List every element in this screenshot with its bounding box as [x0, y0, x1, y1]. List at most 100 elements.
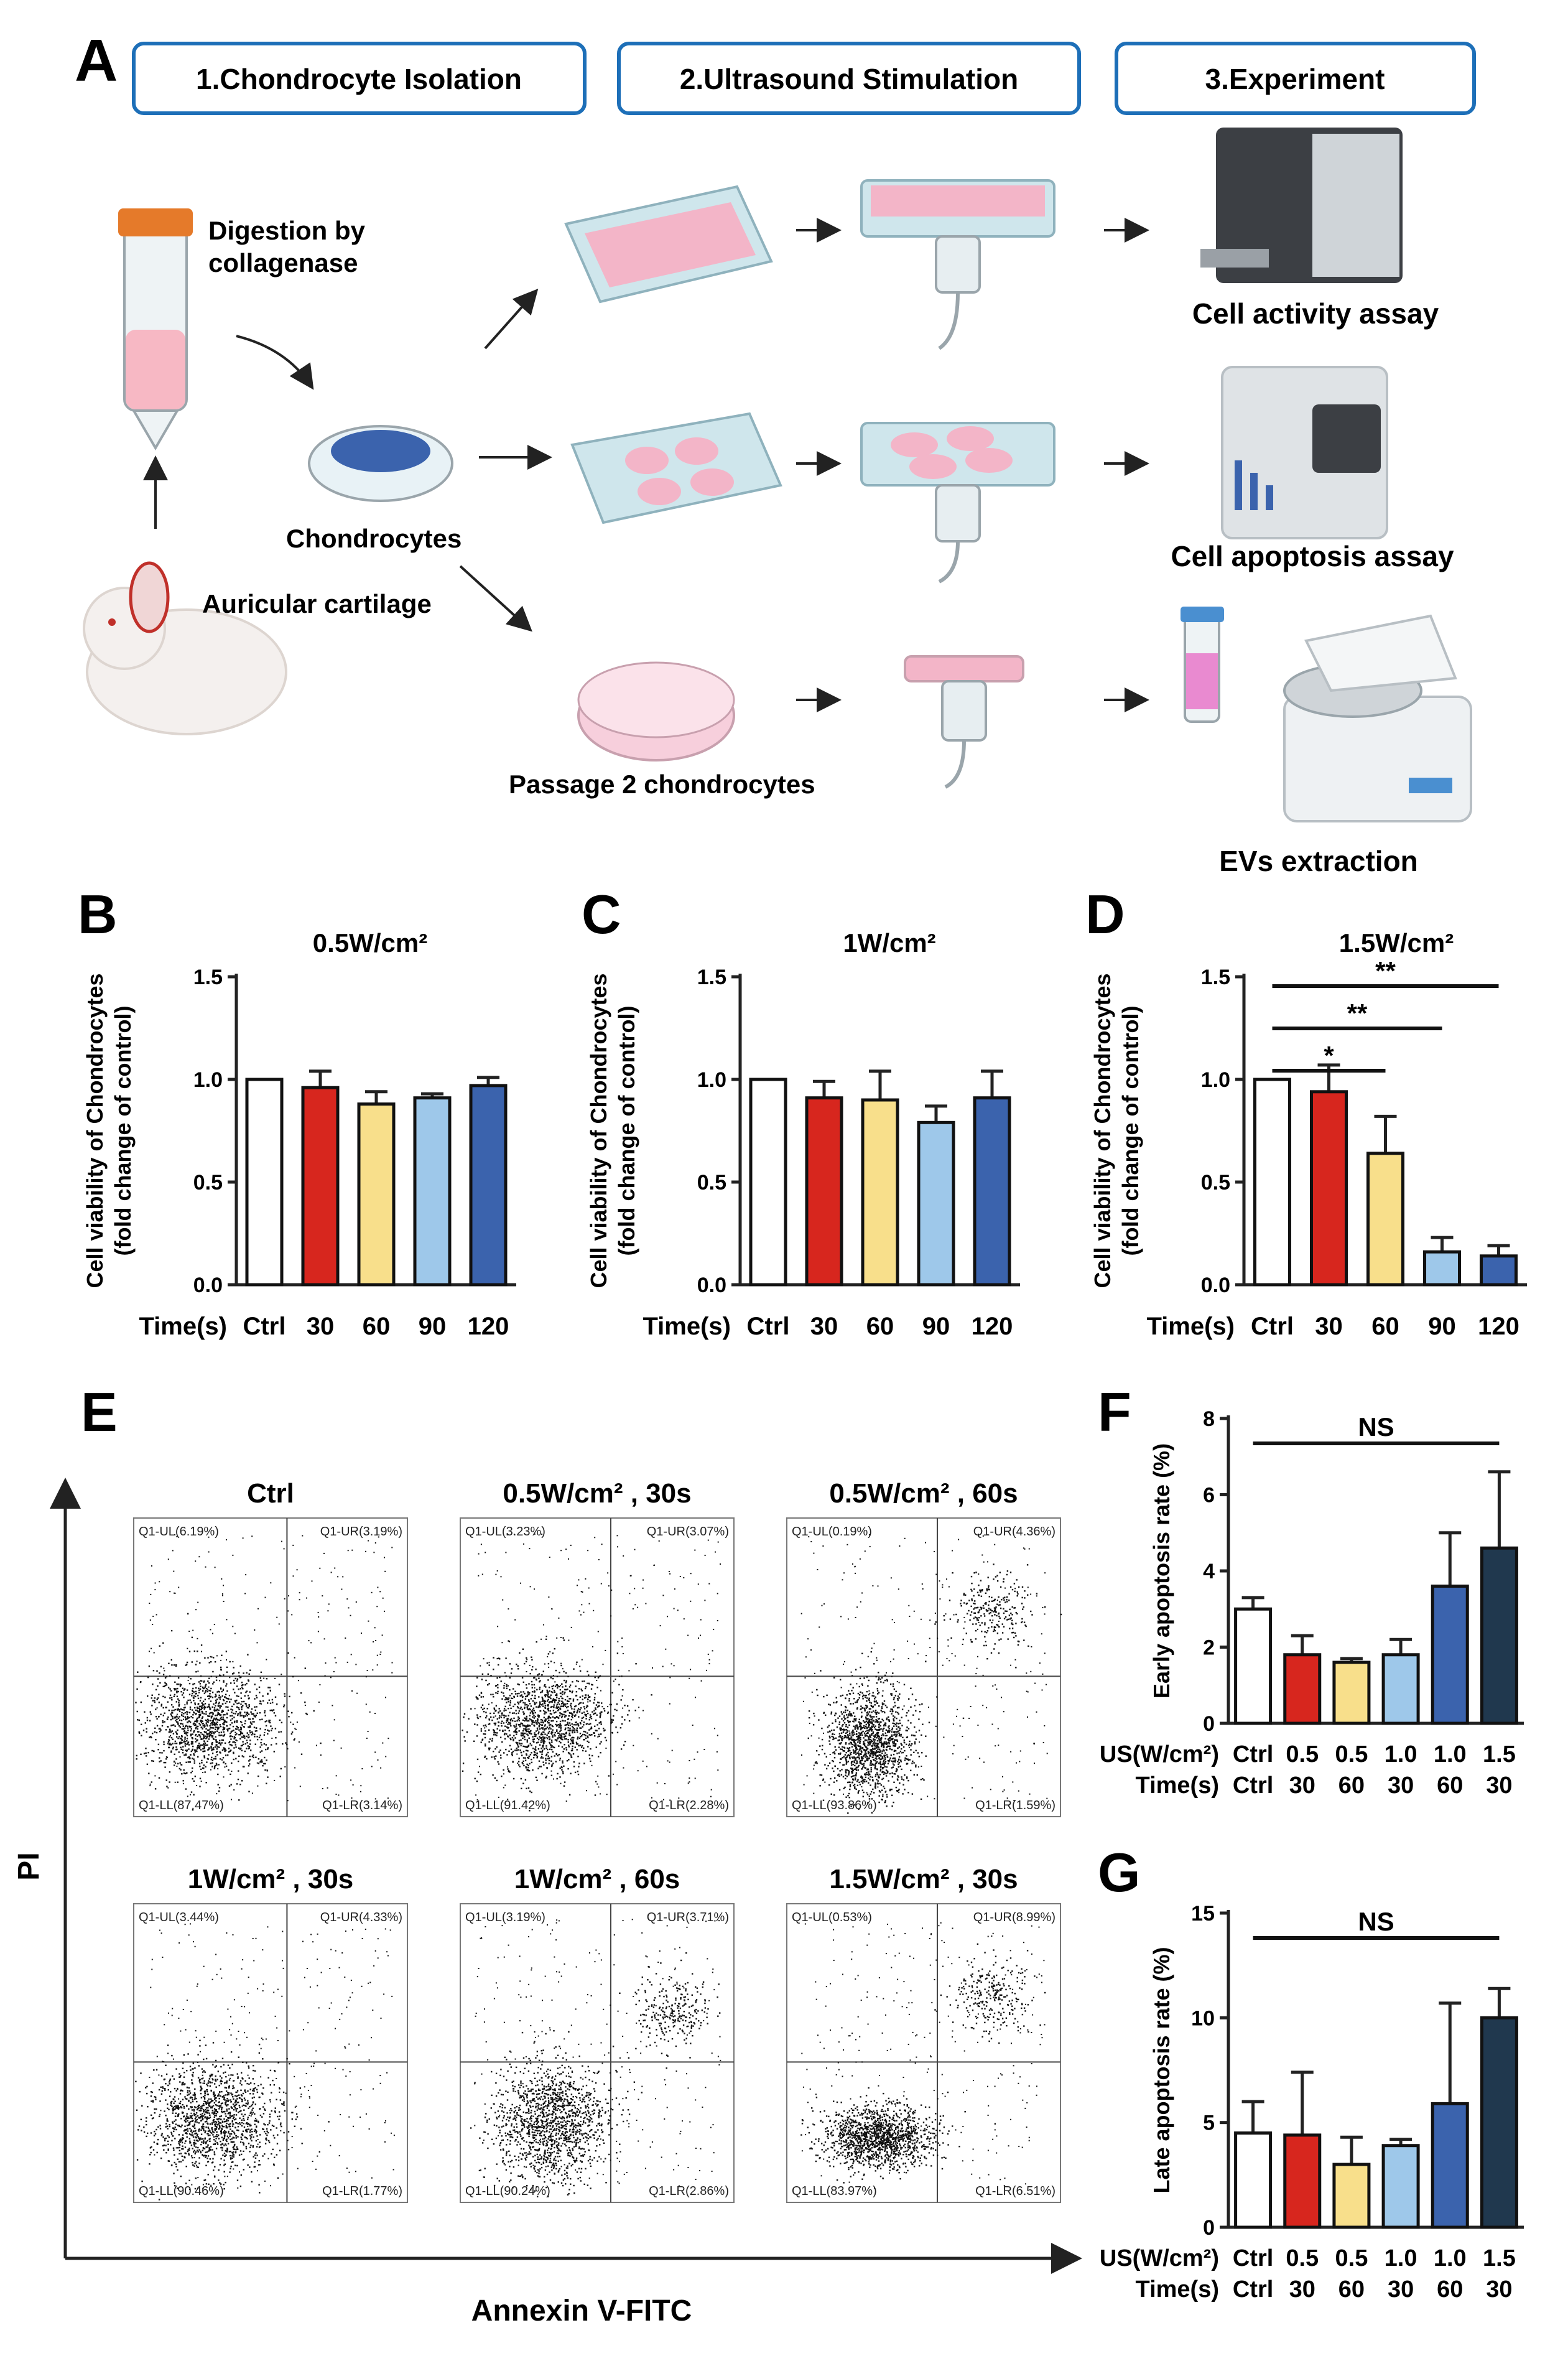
chart-g: 0 5 10 15 Late apoptosis rate (%) US(W/cm²) Ti…	[1100, 1902, 1524, 2303]
digestion-label-2: collagenase	[208, 248, 358, 277]
category-label: 60	[363, 1313, 391, 1340]
scatter-points	[135, 1923, 395, 2201]
stage-label-1: 1.Chondrocyte Isolation	[196, 63, 522, 95]
flow-cytometer-icon	[1221, 366, 1388, 539]
category-label-row2: 30	[1289, 2276, 1315, 2303]
category-label: 30	[1315, 1313, 1343, 1340]
time-label: Time(s)	[139, 1313, 227, 1340]
bar	[1431, 1585, 1469, 1725]
bar	[413, 1096, 452, 1287]
y-tick-label: 1.0	[697, 1068, 726, 1092]
quadrant-label-ul: Q1-UL(0.53%)	[792, 1911, 872, 1924]
quadrant-label-ll: Q1-LL(90.24%)	[465, 2184, 550, 2198]
significance-label: NS	[1358, 1412, 1394, 1441]
panel-letter-g: G	[1098, 1842, 1140, 1903]
category-label-row2: 30	[1486, 1772, 1512, 1799]
flow-plot-title: 1.5W/cm² , 30s	[829, 1864, 1018, 1894]
category-label-row2: 30	[1388, 1772, 1414, 1799]
flow-plot-title: 0.5W/cm² , 30s	[503, 1478, 691, 1509]
quadrant-label-lr: Q1-LR(1.59%)	[975, 1799, 1055, 1812]
panel-letter-e: E	[81, 1381, 118, 1443]
quadrant-label-ur: Q1-UR(4.36%)	[973, 1525, 1055, 1539]
6-well-plate-icon	[570, 412, 782, 524]
y-axis-label-line1: Cell viability of Chondrocytes	[586, 973, 611, 1288]
category-label: 30	[810, 1313, 838, 1340]
y-axis-label-line2: (fold change of control)	[110, 1006, 136, 1256]
bar	[1283, 2133, 1322, 2229]
bar	[1253, 1078, 1291, 1287]
panel-letter-a: A	[75, 27, 118, 94]
tube-and-centrifuge-icon	[1181, 607, 1472, 822]
bar	[1480, 1546, 1518, 1725]
quadrant-label-ur: Q1-UR(3.07%)	[647, 1525, 729, 1539]
quadrant-label-ur: Q1-UR(8.99%)	[973, 1911, 1055, 1924]
quadrant-label-lr: Q1-LR(1.77%)	[322, 2184, 402, 2198]
y-tick-label: 4	[1203, 1560, 1215, 1583]
category-label: 90	[1428, 1313, 1456, 1340]
category-label-row1: 1.0	[1434, 1741, 1467, 1768]
quadrant-label-ul: Q1-UL(3.19%)	[465, 1911, 545, 1924]
flow-plot-frame	[133, 1517, 408, 1817]
scatter-points	[462, 1533, 721, 1812]
chart-title: 0.5W/cm²	[313, 928, 427, 957]
chart-b: 0.0 0.5 1.0 1.5 Cell viability of Chondrocyt…	[82, 928, 516, 1340]
ultrasound-dish-icon	[904, 655, 1024, 789]
panel-letter-c: C	[582, 883, 621, 945]
y-tick-label: 0.0	[1201, 1274, 1230, 1297]
flow-plot-frame	[460, 1903, 735, 2203]
quadrant-label-ll: Q1-LL(93.86%)	[792, 1799, 877, 1812]
passage-label: Passage 2 chondrocytes	[509, 770, 815, 799]
y-axis-label-line1: Cell viability of Chondrocytes	[1090, 973, 1115, 1288]
y-tick-label: 10	[1191, 2006, 1215, 2030]
category-label-row2: 30	[1388, 2276, 1414, 2303]
stage-label-3: 3.Experiment	[1205, 63, 1385, 95]
quadrant-label-lr: Q1-LR(2.86%)	[649, 2184, 729, 2198]
bar	[973, 1096, 1011, 1287]
y-tick-label: 0.5	[1201, 1171, 1230, 1195]
scatter-points	[800, 1922, 1046, 2189]
panel-letter-d: D	[1085, 883, 1125, 945]
quadrant-label-ll: Q1-LL(91.42%)	[465, 1799, 550, 1812]
y-tick-label: 1.5	[193, 966, 223, 989]
bar	[1234, 1607, 1273, 1725]
quadrant-label-ur: Q1-UR(3.71%)	[647, 1911, 729, 1924]
flow-plot: 1W/cm² , 60s Q1-UL(3.19%) Q1-UR(3.71%) Q1-L…	[460, 1864, 735, 2203]
category-label-row1: 1.0	[1385, 1741, 1417, 1768]
rabbit-icon	[83, 561, 287, 735]
y-axis-label-line2: (fold change of control)	[614, 1006, 639, 1256]
panel-a-schematic: A 1.Chondrocyte Isolation 2.Ultrasound S…	[75, 27, 1476, 877]
category-label: 90	[922, 1313, 950, 1340]
y-tick-label: 1.0	[193, 1068, 223, 1092]
stage-box-2	[617, 42, 1081, 115]
flow-x-axis-label: Annexin V-FITC	[471, 2294, 692, 2327]
flow-plot: 0.5W/cm² , 30s Q1-UL(3.23%) Q1-UR(3.07%) Q1…	[460, 1478, 735, 1817]
y-tick-label: 1.5	[1201, 966, 1230, 989]
significance-label: NS	[1358, 1907, 1394, 1936]
category-label: 30	[307, 1313, 335, 1340]
category-label: Ctrl	[747, 1313, 790, 1340]
ultrasound-96-well-icon	[860, 179, 1055, 350]
quadrant-label-ll: Q1-LL(83.97%)	[792, 2184, 877, 2198]
category-label-row1: 1.0	[1385, 2245, 1417, 2271]
bar	[749, 1078, 787, 1287]
bar	[1431, 2102, 1469, 2229]
y-tick-label: 0.5	[697, 1171, 726, 1195]
category-label-row1: 0.5	[1286, 2245, 1319, 2271]
bar	[1283, 1653, 1322, 1725]
scatter-points	[470, 1919, 721, 2197]
category-label: 90	[419, 1313, 447, 1340]
flow-plot: 1W/cm² , 30s Q1-UL(3.44%) Q1-UR(4.33%) Q1-L…	[133, 1864, 408, 2203]
chart-c: 0.0 0.5 1.0 1.5 Cell viability of Chondrocyt…	[586, 928, 1020, 1340]
quadrant-label-lr: Q1-LR(6.51%)	[975, 2184, 1055, 2198]
category-label-row1: 0.5	[1335, 1741, 1368, 1768]
category-label-row2: 30	[1289, 1772, 1315, 1799]
bar	[1332, 1660, 1371, 1725]
flow-plots: Ctrl Q1-UL(6.19%) Q1-UR(3.19%) Q1-LL(87.47%…	[133, 1478, 1062, 2203]
y-axis-label: Late apoptosis rate (%)	[1149, 1947, 1174, 2193]
row1-label: US(W/cm²)	[1100, 1741, 1219, 1768]
category-label: 60	[866, 1313, 894, 1340]
bar	[1480, 2016, 1518, 2229]
flow-plot-frame	[786, 1903, 1061, 2203]
bar	[1366, 1152, 1404, 1287]
stage-box-1	[132, 42, 587, 115]
